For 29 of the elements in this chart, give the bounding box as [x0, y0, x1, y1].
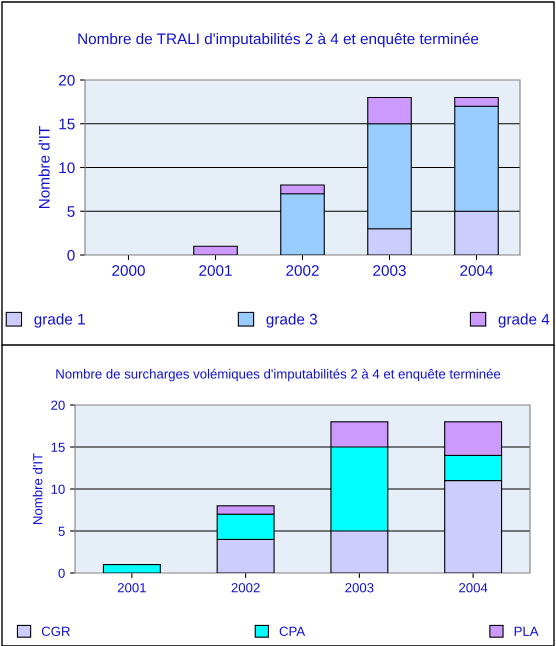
- x-tick-label: 2002: [286, 265, 319, 276]
- x-tick-label: 2003: [345, 583, 374, 592]
- y-axis-title: Nombre d'IT: [38, 126, 50, 208]
- chart-title: Nombre de TRALI d'imputabilités 2 à 4 et enquête terminée: [78, 32, 478, 48]
- y-tick-label: 5: [58, 526, 65, 536]
- x-tick-label: 2000: [112, 265, 145, 276]
- x-tick-label: 2004: [460, 265, 494, 276]
- legend-label: grade 4: [498, 313, 550, 328]
- y-tick-label: 10: [59, 162, 75, 174]
- y-tick-label: 15: [52, 442, 65, 452]
- legend-label: CGR: [42, 626, 70, 636]
- x-tick-label: 2001: [118, 583, 146, 592]
- legend-label: grade 1: [34, 313, 85, 328]
- x-tick-label: 2003: [373, 265, 406, 276]
- y-tick-label: 10: [52, 484, 65, 494]
- y-tick-label: 5: [67, 206, 75, 217]
- y-axis-title: Nombre d'IT: [32, 453, 42, 524]
- x-tick-label: 2001: [199, 265, 232, 276]
- legend-label: PLA: [514, 626, 539, 636]
- y-tick-label: 20: [51, 400, 65, 410]
- legend-label: grade 3: [266, 313, 317, 328]
- x-tick-label: 2004: [459, 583, 488, 592]
- x-tick-label: 2002: [232, 583, 260, 592]
- y-tick-label: 0: [58, 568, 65, 578]
- legend-label: CPA: [280, 626, 306, 636]
- y-tick-label: 0: [67, 250, 75, 261]
- y-tick-label: 20: [59, 74, 75, 86]
- y-tick-label: 15: [59, 118, 75, 130]
- chart-title: Nombre de surcharges volémiques d'imputabilités 2 à 4 et enquête terminée: [56, 368, 500, 382]
